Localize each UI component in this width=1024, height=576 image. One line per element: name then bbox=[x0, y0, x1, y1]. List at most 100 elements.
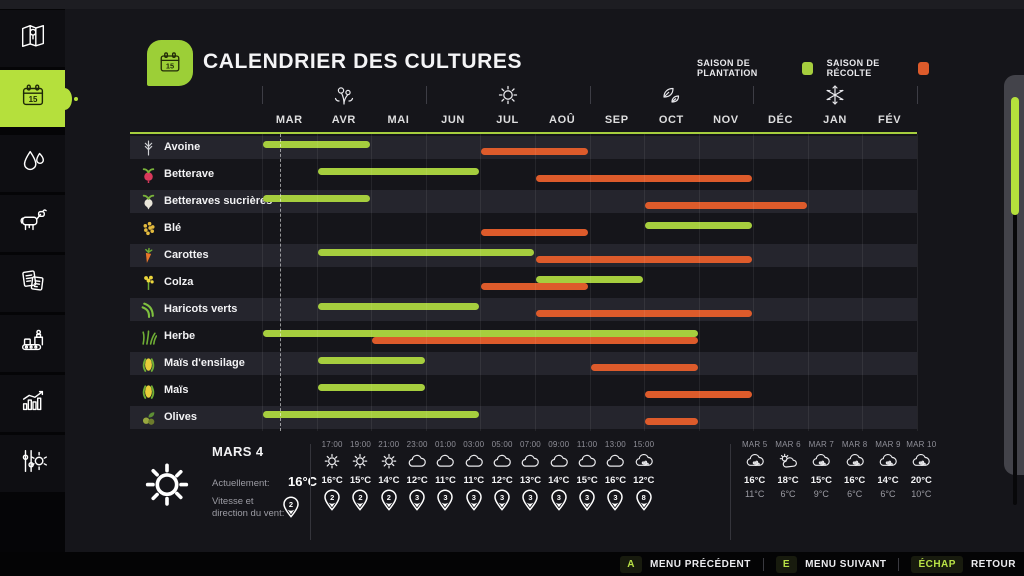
scrollbar[interactable] bbox=[1004, 75, 1024, 505]
wind-direction-pin: 8 bbox=[635, 489, 653, 511]
month-label: OCT bbox=[658, 114, 684, 126]
spring-flower-icon bbox=[333, 84, 355, 106]
crop-row: Maïs bbox=[130, 377, 960, 404]
crop-name: Haricots verts bbox=[164, 303, 238, 315]
month-label: AVR bbox=[331, 114, 356, 126]
day-low-temp: 9°C bbox=[813, 489, 829, 499]
crop-name: Herbe bbox=[164, 330, 196, 342]
footer-divider bbox=[762, 557, 764, 571]
sidebar-item-map[interactable] bbox=[0, 10, 65, 67]
plantation-bar bbox=[317, 356, 425, 364]
harvest-color-swatch bbox=[918, 61, 929, 75]
cloud-icon bbox=[433, 452, 457, 472]
day-high-temp: 20°C bbox=[910, 475, 932, 486]
key-hint: ÉCHAP bbox=[911, 555, 963, 573]
rain-cloud-icon bbox=[843, 452, 867, 472]
hour-label: 05:00 bbox=[491, 440, 513, 449]
header-underline bbox=[130, 132, 917, 134]
sidebar-item-contracts[interactable] bbox=[0, 255, 65, 312]
day-label: MAR 10 bbox=[906, 440, 937, 449]
current-wind-pin: 2 bbox=[282, 496, 300, 518]
season-divider bbox=[917, 86, 918, 104]
month-gridline bbox=[917, 134, 918, 431]
month-gridline bbox=[371, 134, 373, 431]
svg-text:15: 15 bbox=[28, 95, 37, 104]
crop-row: Betteraves sucrières bbox=[130, 188, 960, 215]
month-gridline bbox=[425, 134, 427, 431]
hourly-forecast-column: 07:00 13°C 3 bbox=[516, 440, 544, 511]
month-label: JAN bbox=[823, 114, 847, 126]
day-high-temp: 14°C bbox=[877, 475, 899, 486]
active-tab-notch bbox=[57, 87, 72, 110]
sun-icon bbox=[138, 458, 196, 516]
sidebar-item-animals[interactable] bbox=[0, 195, 65, 252]
hourly-forecast-column: 11:00 15°C 3 bbox=[573, 440, 601, 511]
month-gridline bbox=[534, 134, 536, 431]
canola-icon bbox=[140, 274, 157, 291]
daily-forecast-column: MAR 5 16°C 11°C bbox=[738, 440, 771, 499]
crop-name: Maïs bbox=[164, 384, 189, 396]
current-date-marker bbox=[280, 134, 281, 431]
footer-button-menu-previous[interactable]: A MENU PRÉCÉDENT bbox=[620, 555, 751, 573]
sidebar-item-water[interactable] bbox=[0, 135, 65, 192]
crop-row: Avoine bbox=[130, 134, 960, 161]
winter-snowflake-icon bbox=[824, 84, 846, 106]
bar-chart-icon bbox=[18, 386, 48, 421]
season-divider bbox=[589, 86, 591, 104]
cloud-icon bbox=[575, 452, 599, 472]
sidebar-item-settings[interactable] bbox=[0, 435, 65, 492]
weather-divider bbox=[730, 444, 731, 540]
carrot-icon bbox=[140, 247, 157, 264]
day-high-temp: 16°C bbox=[844, 475, 866, 486]
row-stripe bbox=[130, 298, 917, 321]
day-high-temp: 15°C bbox=[810, 475, 832, 486]
hour-temp: 12°C bbox=[491, 475, 513, 486]
plantation-bar bbox=[317, 167, 480, 175]
hour-label: 07:00 bbox=[519, 440, 541, 449]
harvest-bar bbox=[645, 201, 807, 209]
season-legend: SAISON DE PLANTATION SAISON DE RÉCOLTE bbox=[697, 58, 929, 78]
wind-direction-pin: 3 bbox=[408, 489, 426, 511]
silage-corn-icon bbox=[140, 355, 157, 372]
month-label: DÉC bbox=[767, 114, 793, 126]
map-icon bbox=[18, 21, 48, 56]
crop-name: Maïs d'ensilage bbox=[164, 357, 245, 369]
crop-name: Olives bbox=[164, 411, 198, 423]
crop-name: Blé bbox=[164, 222, 182, 234]
calendar-icon: 15 bbox=[18, 81, 48, 116]
sidebar-item-calendar[interactable]: 15 bbox=[0, 70, 78, 127]
footer-button-back[interactable]: ÉCHAP RETOUR bbox=[911, 555, 1016, 573]
daily-forecast: MAR 5 16°C 11°C MAR 6 18°C 6°C MAR 7 15°C 9°C MAR… bbox=[738, 440, 938, 499]
day-low-temp: 6°C bbox=[780, 489, 796, 499]
scrollbar-thumb[interactable] bbox=[1011, 97, 1019, 215]
hour-temp: 13°C bbox=[519, 475, 542, 486]
hour-label: 17:00 bbox=[321, 440, 343, 449]
season-divider bbox=[262, 86, 263, 104]
water-drops-icon bbox=[18, 146, 48, 181]
weather-divider bbox=[310, 444, 311, 540]
sidebar-item-production[interactable] bbox=[0, 315, 65, 372]
sidebar-item-statistics[interactable] bbox=[0, 375, 65, 432]
button-label: RETOUR bbox=[970, 558, 1016, 570]
hourly-forecast-column: 15:00 12°C 8 bbox=[630, 440, 658, 511]
scrollbar-track[interactable] bbox=[1013, 213, 1017, 505]
month-label: MAR bbox=[275, 114, 303, 126]
oat-icon bbox=[140, 139, 157, 156]
month-gridline bbox=[262, 134, 263, 431]
footer-button-menu-next[interactable]: E MENU SUIVANT bbox=[775, 555, 887, 573]
crop-name: Betterave bbox=[164, 168, 215, 180]
autumn-leaves-icon bbox=[660, 84, 682, 106]
harvest-bar bbox=[590, 363, 698, 371]
hour-temp: 12°C bbox=[633, 475, 655, 486]
hour-label: 21:00 bbox=[378, 440, 400, 449]
month-gridline bbox=[644, 134, 646, 431]
month-gridline bbox=[480, 134, 482, 431]
olive-icon bbox=[140, 409, 157, 426]
crop-row: Betterave bbox=[130, 161, 960, 188]
crop-row: Herbe bbox=[130, 323, 960, 350]
wind-direction-pin: 2 bbox=[380, 489, 398, 511]
row-stripe bbox=[130, 244, 917, 267]
day-label: MAR 9 bbox=[875, 440, 901, 449]
crop-row: Carottes bbox=[130, 242, 960, 269]
month-label: FÉV bbox=[878, 114, 902, 126]
